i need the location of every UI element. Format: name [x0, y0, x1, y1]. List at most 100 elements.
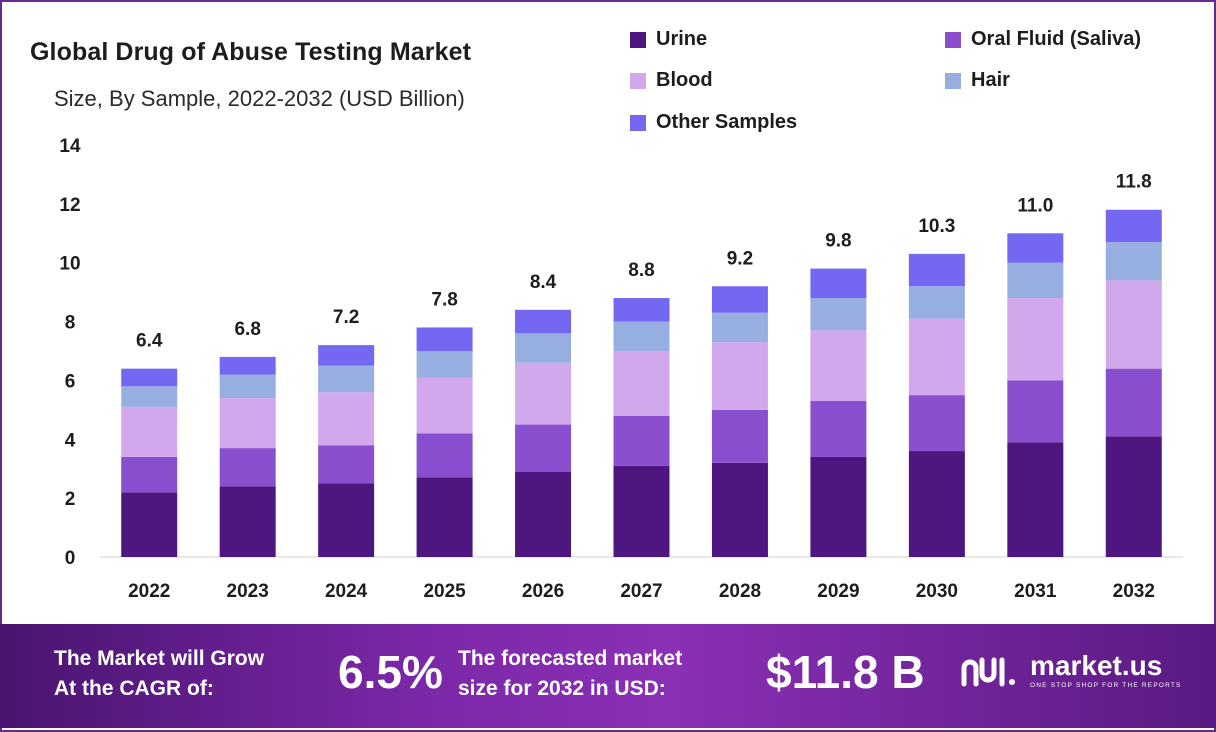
bar-segment-blood [318, 392, 375, 446]
legend-item-blood: Blood [630, 69, 713, 92]
legend-item-other-samples: Other Samples [630, 111, 797, 134]
bar-segment-hair [219, 374, 276, 399]
bar-segment-urine [908, 451, 965, 557]
bar-total-label: 9.8 [825, 231, 851, 252]
bar-total-label: 7.2 [333, 307, 359, 328]
legend-label-hair: Hair [971, 69, 1010, 91]
x-tick-label: 2031 [1014, 581, 1057, 602]
bar-segment-urine [121, 492, 178, 557]
y-tick-label: 0 [65, 548, 76, 569]
y-tick-label: 4 [65, 430, 76, 451]
bar-total-label: 8.8 [628, 260, 654, 281]
bar-segment-other-samples [515, 309, 572, 334]
bar-segment-oral-fluid-saliva [515, 424, 572, 472]
stacked-bar-chart: 0 2 4 6 8 10 12 14 6.4 2022 6.8 2023 7.2 2024 7.8 2025 8… [59, 136, 1183, 602]
bar-segment-oral-fluid-saliva [1105, 368, 1162, 437]
bar-segment-blood [1007, 298, 1064, 381]
cagr-label-line2: At the CAGR of: [54, 677, 214, 700]
bar-segment-urine [613, 465, 670, 557]
logo-text: market.us [1030, 650, 1163, 681]
logo-tagline: ONE STOP SHOP FOR THE REPORTS [1030, 682, 1182, 689]
x-tick-label: 2030 [916, 581, 958, 602]
legend-label-oral-fluid: Oral Fluid (Saliva) [971, 28, 1142, 50]
bar-segment-other-samples [810, 268, 867, 299]
bar-segment-urine [1007, 442, 1064, 557]
bar-segment-other-samples [1105, 209, 1162, 243]
bar-segment-other-samples [416, 327, 473, 351]
bar-segment-other-samples [318, 345, 375, 366]
x-tick-label: 2028 [719, 581, 761, 602]
y-tick-label: 6 [65, 371, 76, 392]
y-tick-label: 12 [59, 195, 80, 216]
legend-label-other-samples: Other Samples [656, 111, 798, 133]
bar-total-label: 6.8 [234, 319, 260, 340]
bar-segment-blood [613, 351, 670, 416]
bar-segment-other-samples [908, 253, 965, 287]
footer-banner [0, 624, 1216, 728]
bar-segment-urine [810, 456, 867, 557]
legend-label-blood: Blood [656, 69, 713, 91]
bar-segment-blood [810, 330, 867, 402]
bar-segment-blood [219, 398, 276, 449]
bar-segment-oral-fluid-saliva [711, 409, 768, 463]
bar-segment-hair [613, 321, 670, 351]
bar-segment-oral-fluid-saliva [219, 448, 276, 487]
bar-total-label: 8.4 [530, 272, 557, 293]
x-tick-label: 2022 [128, 581, 170, 602]
bar-segment-blood [711, 342, 768, 410]
bar-segment-urine [1105, 436, 1162, 557]
bar-segment-oral-fluid-saliva [318, 445, 375, 484]
x-tick-label: 2026 [522, 581, 564, 602]
legend-swatch-urine [630, 31, 646, 48]
bar-segment-hair [711, 312, 768, 343]
bar-segment-blood [515, 362, 572, 425]
market-us-logo-icon [961, 657, 1015, 687]
bar-segment-oral-fluid-saliva [121, 456, 178, 493]
forecast-value: $11.8 B [766, 646, 925, 698]
bar-segment-hair [1007, 262, 1064, 299]
bar-total-label: 11.8 [1116, 172, 1152, 193]
legend-label-urine: Urine [656, 28, 708, 50]
x-tick-label: 2024 [325, 581, 368, 602]
chart-subtitle: Size, By Sample, 2022-2032 (USD Billion) [54, 86, 465, 111]
bar-segment-other-samples [613, 298, 670, 322]
x-tick-label: 2023 [227, 581, 269, 602]
legend-swatch-hair [945, 72, 961, 89]
chart-title: Global Drug of Abuse Testing Market [30, 38, 472, 66]
y-tick-label: 10 [59, 254, 80, 275]
y-tick-label: 2 [65, 489, 76, 510]
cagr-label: The Market will Grow At the CAGR of: [54, 644, 264, 704]
bar-segment-blood [121, 406, 178, 457]
x-tick-label: 2029 [817, 581, 859, 602]
bar-segment-urine [515, 471, 572, 557]
y-tick-label: 14 [59, 136, 81, 157]
bar-segment-other-samples [219, 356, 276, 375]
legend-swatch-blood [630, 72, 646, 89]
x-tick-label: 2032 [1113, 581, 1155, 602]
bar-segment-oral-fluid-saliva [1007, 380, 1064, 443]
bar-segment-hair [318, 365, 375, 393]
bar-segment-urine [711, 462, 768, 557]
bar-total-label: 6.4 [136, 331, 163, 352]
bar-segment-urine [318, 483, 375, 557]
bar-segment-oral-fluid-saliva [613, 415, 670, 466]
forecast-label-line1: The forecasted market [458, 647, 683, 670]
bar-segment-oral-fluid-saliva [810, 401, 867, 457]
cagr-label-line1: The Market will Grow [54, 647, 265, 670]
legend-item-oral-fluid: Oral Fluid (Saliva) [945, 28, 1141, 51]
legend-item-hair: Hair [945, 69, 1010, 92]
legend-swatch-other-samples [630, 114, 646, 131]
cagr-value: 6.5% [338, 646, 443, 698]
bar-segment-oral-fluid-saliva [416, 433, 473, 478]
x-tick-label: 2027 [620, 581, 662, 602]
x-tick-label: 2025 [423, 581, 466, 602]
bar-total-label: 7.8 [431, 289, 457, 310]
legend-item-urine: Urine [630, 28, 707, 51]
legend-swatch-oral-fluid [945, 31, 961, 48]
bar-segment-other-samples [121, 368, 178, 387]
forecast-label-line2: size for 2032 in USD: [458, 677, 666, 700]
bar-segment-hair [515, 333, 572, 363]
bar-segment-urine [416, 477, 473, 557]
bar-total-label: 10.3 [918, 216, 955, 237]
bar-total-label: 11.0 [1017, 195, 1053, 216]
